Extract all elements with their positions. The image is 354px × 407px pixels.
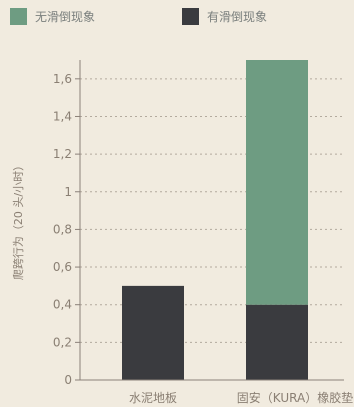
legend-label-no-slip: 无滑倒现象 [35, 10, 96, 24]
legend-label-slip: 有滑倒现象 [207, 10, 268, 24]
x-category-label: 水泥地板 [129, 391, 177, 405]
legend-swatch-slip [182, 8, 199, 25]
legend: 无滑倒现象 有滑倒现象 [10, 8, 350, 30]
y-tick-label: 0,6 [53, 260, 72, 274]
axes [75, 60, 344, 381]
y-tick-label: 0,8 [53, 222, 72, 236]
bars [122, 60, 308, 380]
y-tick-label: 0 [64, 373, 72, 387]
legend-item-slip: 有滑倒现象 [182, 8, 267, 25]
legend-item-no-slip: 无滑倒现象 [10, 8, 95, 25]
y-tick-label: 1,4 [53, 109, 72, 123]
x-category-label: 固安（KURA）橡胶垫 [237, 390, 353, 405]
y-tick-label: 0,4 [53, 298, 72, 312]
y-axis-title: 爬跨行为（20 头/小时） [12, 160, 25, 280]
y-tick-label: 1,2 [53, 147, 72, 161]
bar-slip-0 [122, 285, 184, 380]
bar-no-slip-1 [246, 60, 308, 305]
axis-labels: 0 0,2 0,4 0,6 0,8 1 1,2 1,4 1,6 水泥地板 固安（KURA）橡胶垫 爬跨… [12, 72, 353, 405]
legend-swatch-no-slip [10, 8, 27, 25]
y-tick-label: 1 [64, 185, 72, 199]
y-tick-label: 1,6 [53, 72, 72, 86]
bar-slip-1 [246, 304, 308, 380]
y-tick-label: 0,2 [53, 335, 72, 349]
